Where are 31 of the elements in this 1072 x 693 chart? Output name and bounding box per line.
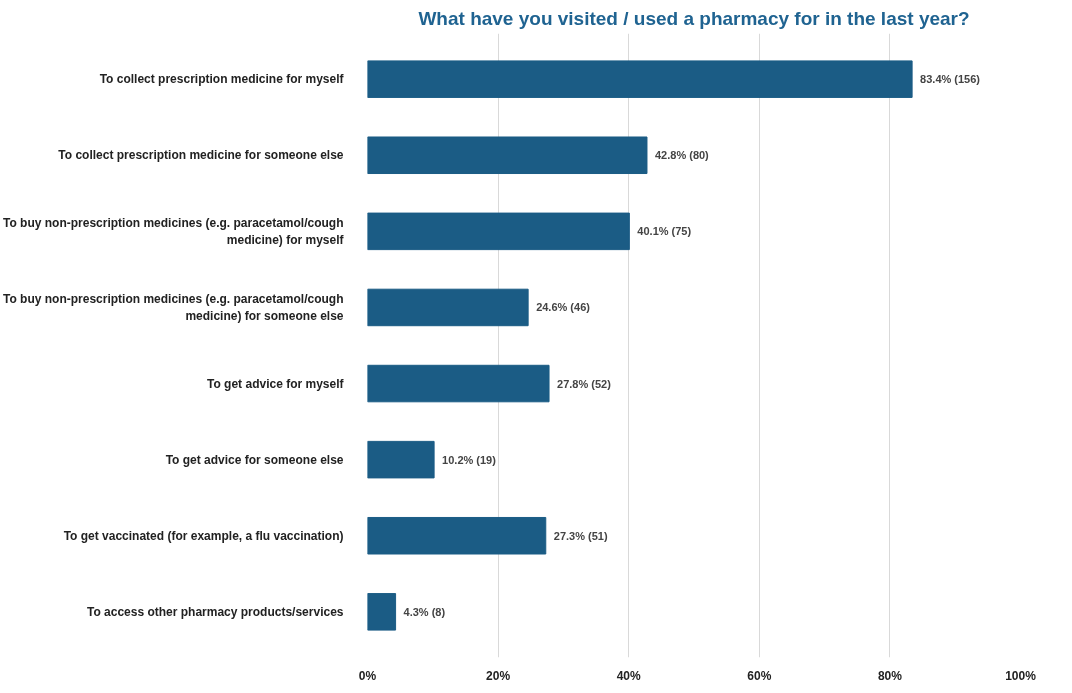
y-tick-label: To buy non-prescription medicines (e.g. paracetamol/cough medicine) for someone else bbox=[3, 292, 344, 323]
data-label: 40.1% (75) bbox=[637, 225, 692, 238]
bar bbox=[367, 136, 648, 175]
data-label: 27.3% (51) bbox=[553, 529, 608, 542]
y-tick-label: To buy non-prescription medicines (e.g. paracetamol/cough medicine) for myself bbox=[3, 215, 345, 247]
y-tick-label: To get vaccinated (for example, a flu vaccination) bbox=[63, 528, 344, 543]
x-tick-label: 40% bbox=[616, 668, 642, 683]
bar bbox=[367, 364, 550, 403]
data-label: 10.2% (19) bbox=[442, 453, 497, 466]
bar bbox=[367, 60, 913, 98]
data-label: 4.3% (8) bbox=[403, 605, 446, 618]
y-tick-label: To access other pharmacy products/services bbox=[86, 604, 344, 619]
bar bbox=[367, 288, 529, 327]
bar bbox=[367, 593, 397, 631]
bar bbox=[367, 440, 435, 479]
chart-title: What have you visited / used a pharmacy for in the last year? bbox=[418, 7, 970, 29]
data-label: 27.8% (52) bbox=[557, 377, 612, 390]
x-tick-label: 80% bbox=[877, 668, 903, 683]
x-tick-label: 0% bbox=[358, 668, 377, 683]
y-tick-label: To collect prescription medicine for myself bbox=[99, 72, 345, 87]
bar bbox=[367, 516, 547, 555]
bar bbox=[367, 212, 630, 251]
x-tick-label: 20% bbox=[486, 668, 511, 683]
y-tick-label: To get advice for someone else bbox=[165, 452, 344, 467]
y-tick-label: To get advice for myself bbox=[207, 376, 345, 391]
data-label: 24.6% (46) bbox=[536, 301, 591, 314]
data-label: 83.4% (156) bbox=[920, 73, 981, 86]
x-tick-label: 100% bbox=[1005, 668, 1037, 683]
data-label: 42.8% (80) bbox=[654, 149, 710, 162]
y-tick-label: To collect prescription medicine for someone else bbox=[58, 148, 344, 163]
x-tick-label: 60% bbox=[747, 668, 772, 683]
